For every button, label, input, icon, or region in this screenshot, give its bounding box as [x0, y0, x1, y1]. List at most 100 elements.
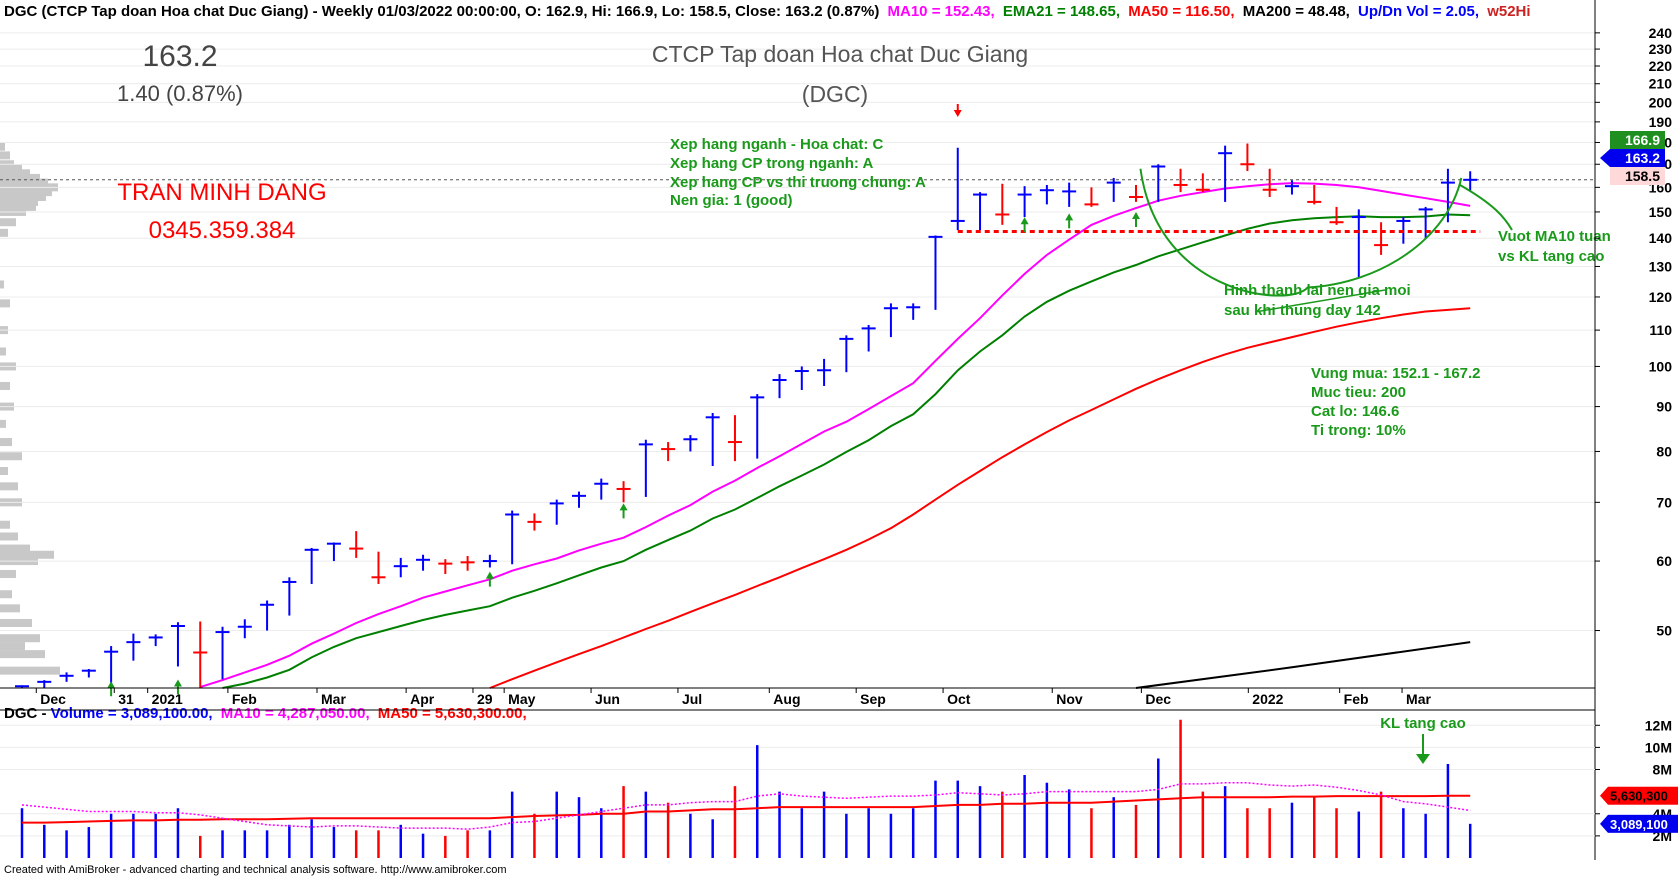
price-bar	[1329, 206, 1344, 225]
date-tick-label: 2021	[152, 691, 183, 707]
price-bar	[616, 481, 631, 503]
profile-bar	[0, 299, 10, 308]
sell-arrow	[953, 104, 962, 117]
price-tick-label: 140	[1649, 230, 1673, 246]
price-bar	[460, 556, 475, 571]
price-bar	[304, 547, 319, 584]
profile-bar	[0, 164, 22, 173]
profile-bar	[0, 650, 45, 659]
author-name: TRAN MINH DANG	[117, 179, 326, 206]
base-line-2: sau khi thung day 142	[1224, 302, 1381, 319]
price-bar	[861, 324, 876, 352]
volume-tick-label: 10M	[1645, 739, 1672, 755]
price-bar	[326, 542, 341, 562]
date-tick-label: Aug	[773, 691, 800, 707]
ma10-line	[199, 182, 1471, 689]
price-bar	[527, 513, 542, 531]
chart-subtitle: (DGC)	[802, 81, 868, 107]
price-bar	[104, 646, 119, 688]
price-bar	[1463, 171, 1478, 191]
last-price: 163.2	[142, 40, 217, 73]
date-tick-label: 29	[477, 691, 493, 707]
price-bar	[260, 600, 275, 631]
profile-bar	[0, 178, 48, 187]
profile-bar	[0, 188, 52, 197]
breakout-line-1: Vuot MA10 tuan	[1498, 228, 1611, 245]
header-prefix: DGC (CTCP Tap doan Hoa chat Duc Giang) -…	[4, 3, 879, 20]
header-ma10: MA10 = 152.43,	[888, 3, 995, 20]
profile-bar	[0, 438, 12, 447]
breakout-annotation: Vuot MA10 tuan vs KL tang cao	[1498, 228, 1611, 265]
price-tick-label: 240	[1649, 25, 1673, 41]
profile-bar	[0, 192, 46, 201]
rating-line-4: Nen gia: 1 (good)	[670, 192, 793, 209]
profile-bar	[0, 228, 8, 237]
price-bar	[1173, 168, 1188, 193]
header-ma200: MA200 = 48.48,	[1243, 3, 1350, 20]
price-tick-label: 200	[1649, 94, 1673, 110]
header-w52: w52Hi	[1486, 3, 1530, 20]
price-bar	[817, 358, 832, 386]
date-tick-label: Dec	[40, 691, 66, 707]
volume-note: KL tang cao	[1380, 715, 1466, 732]
plan-line-1: Vung mua: 152.1 - 167.2	[1311, 365, 1481, 382]
profile-bar	[0, 197, 38, 206]
volume-bars	[20, 719, 1472, 858]
cup-arc	[1139, 168, 1463, 297]
price-bar	[1195, 173, 1210, 193]
price-bar	[215, 626, 230, 680]
header-updn: Up/Dn Vol = 2.05,	[1358, 3, 1479, 20]
price-bar	[1440, 168, 1455, 223]
price-axis: 5060708090100110120130140150160170180190…	[1594, 0, 1673, 860]
ema21-line	[222, 213, 1471, 689]
price-bar	[683, 435, 698, 452]
price-bar	[1039, 184, 1054, 205]
price-tick-label: 100	[1649, 358, 1673, 374]
moving-averages	[199, 182, 1471, 689]
last-price-label: 158.5	[1610, 167, 1665, 185]
price-bar	[81, 668, 96, 678]
price-bar	[1017, 186, 1032, 218]
buy-arrow	[173, 679, 182, 695]
last-price-label: 163.2	[1600, 149, 1665, 167]
rating-line-1: Xep hang nganh - Hoa chat: C	[670, 136, 884, 153]
profile-bar	[0, 520, 10, 529]
profile-bar	[0, 550, 54, 559]
price-bar	[549, 499, 564, 525]
price-tick-label: 50	[1656, 623, 1672, 639]
header-ema21: EMA21 = 148.65,	[1003, 3, 1120, 20]
date-tick-label: Feb	[1344, 691, 1369, 707]
price-tick-label: 210	[1649, 76, 1673, 92]
ma200-line	[1135, 641, 1471, 689]
plan-annotation: Vung mua: 152.1 - 167.2 Muc tieu: 200 Ca…	[1311, 365, 1481, 439]
profile-bar	[0, 173, 40, 182]
profile-bar	[0, 634, 40, 643]
date-tick-label: Mar	[1406, 691, 1431, 707]
price-tick-label: 230	[1649, 41, 1673, 57]
chart-title: CTCP Tap doan Hoa chat Duc Giang	[652, 41, 1028, 67]
volume-prefix: DGC -	[4, 705, 51, 722]
price-bar	[1084, 187, 1099, 207]
volume-averages	[21, 782, 1471, 830]
profile-bar	[0, 151, 10, 160]
date-tick-label: Apr	[410, 691, 435, 707]
price-tick-label: 150	[1649, 204, 1673, 220]
price-bar	[349, 531, 364, 558]
breakout-line-2: vs KL tang cao	[1498, 248, 1604, 265]
price-bar	[995, 183, 1010, 225]
date-tick-label: Jul	[682, 691, 702, 707]
svg-text:163.2: 163.2	[1625, 150, 1660, 166]
price-bar	[950, 147, 965, 231]
svg-text:158.5: 158.5	[1625, 168, 1660, 184]
profile-bar	[0, 142, 5, 151]
date-tick-label: May	[508, 691, 535, 707]
volume-tick-label: 12M	[1645, 717, 1672, 733]
buy-arrow	[1132, 212, 1140, 228]
svg-text:166.9: 166.9	[1625, 132, 1660, 148]
footer-credit: Created with AmiBroker - advanced charti…	[4, 864, 507, 876]
profile-bar	[0, 218, 16, 227]
price-bar	[794, 366, 809, 391]
plan-line-4: Ti trong: 10%	[1311, 422, 1406, 439]
date-axis: Dec 31 2021 Feb Mar Apr 29 May Jun Jul Aug Sep Oct No…	[35, 688, 1431, 707]
volume-ma10: MA10 = 4,287,050.00,	[221, 705, 370, 722]
